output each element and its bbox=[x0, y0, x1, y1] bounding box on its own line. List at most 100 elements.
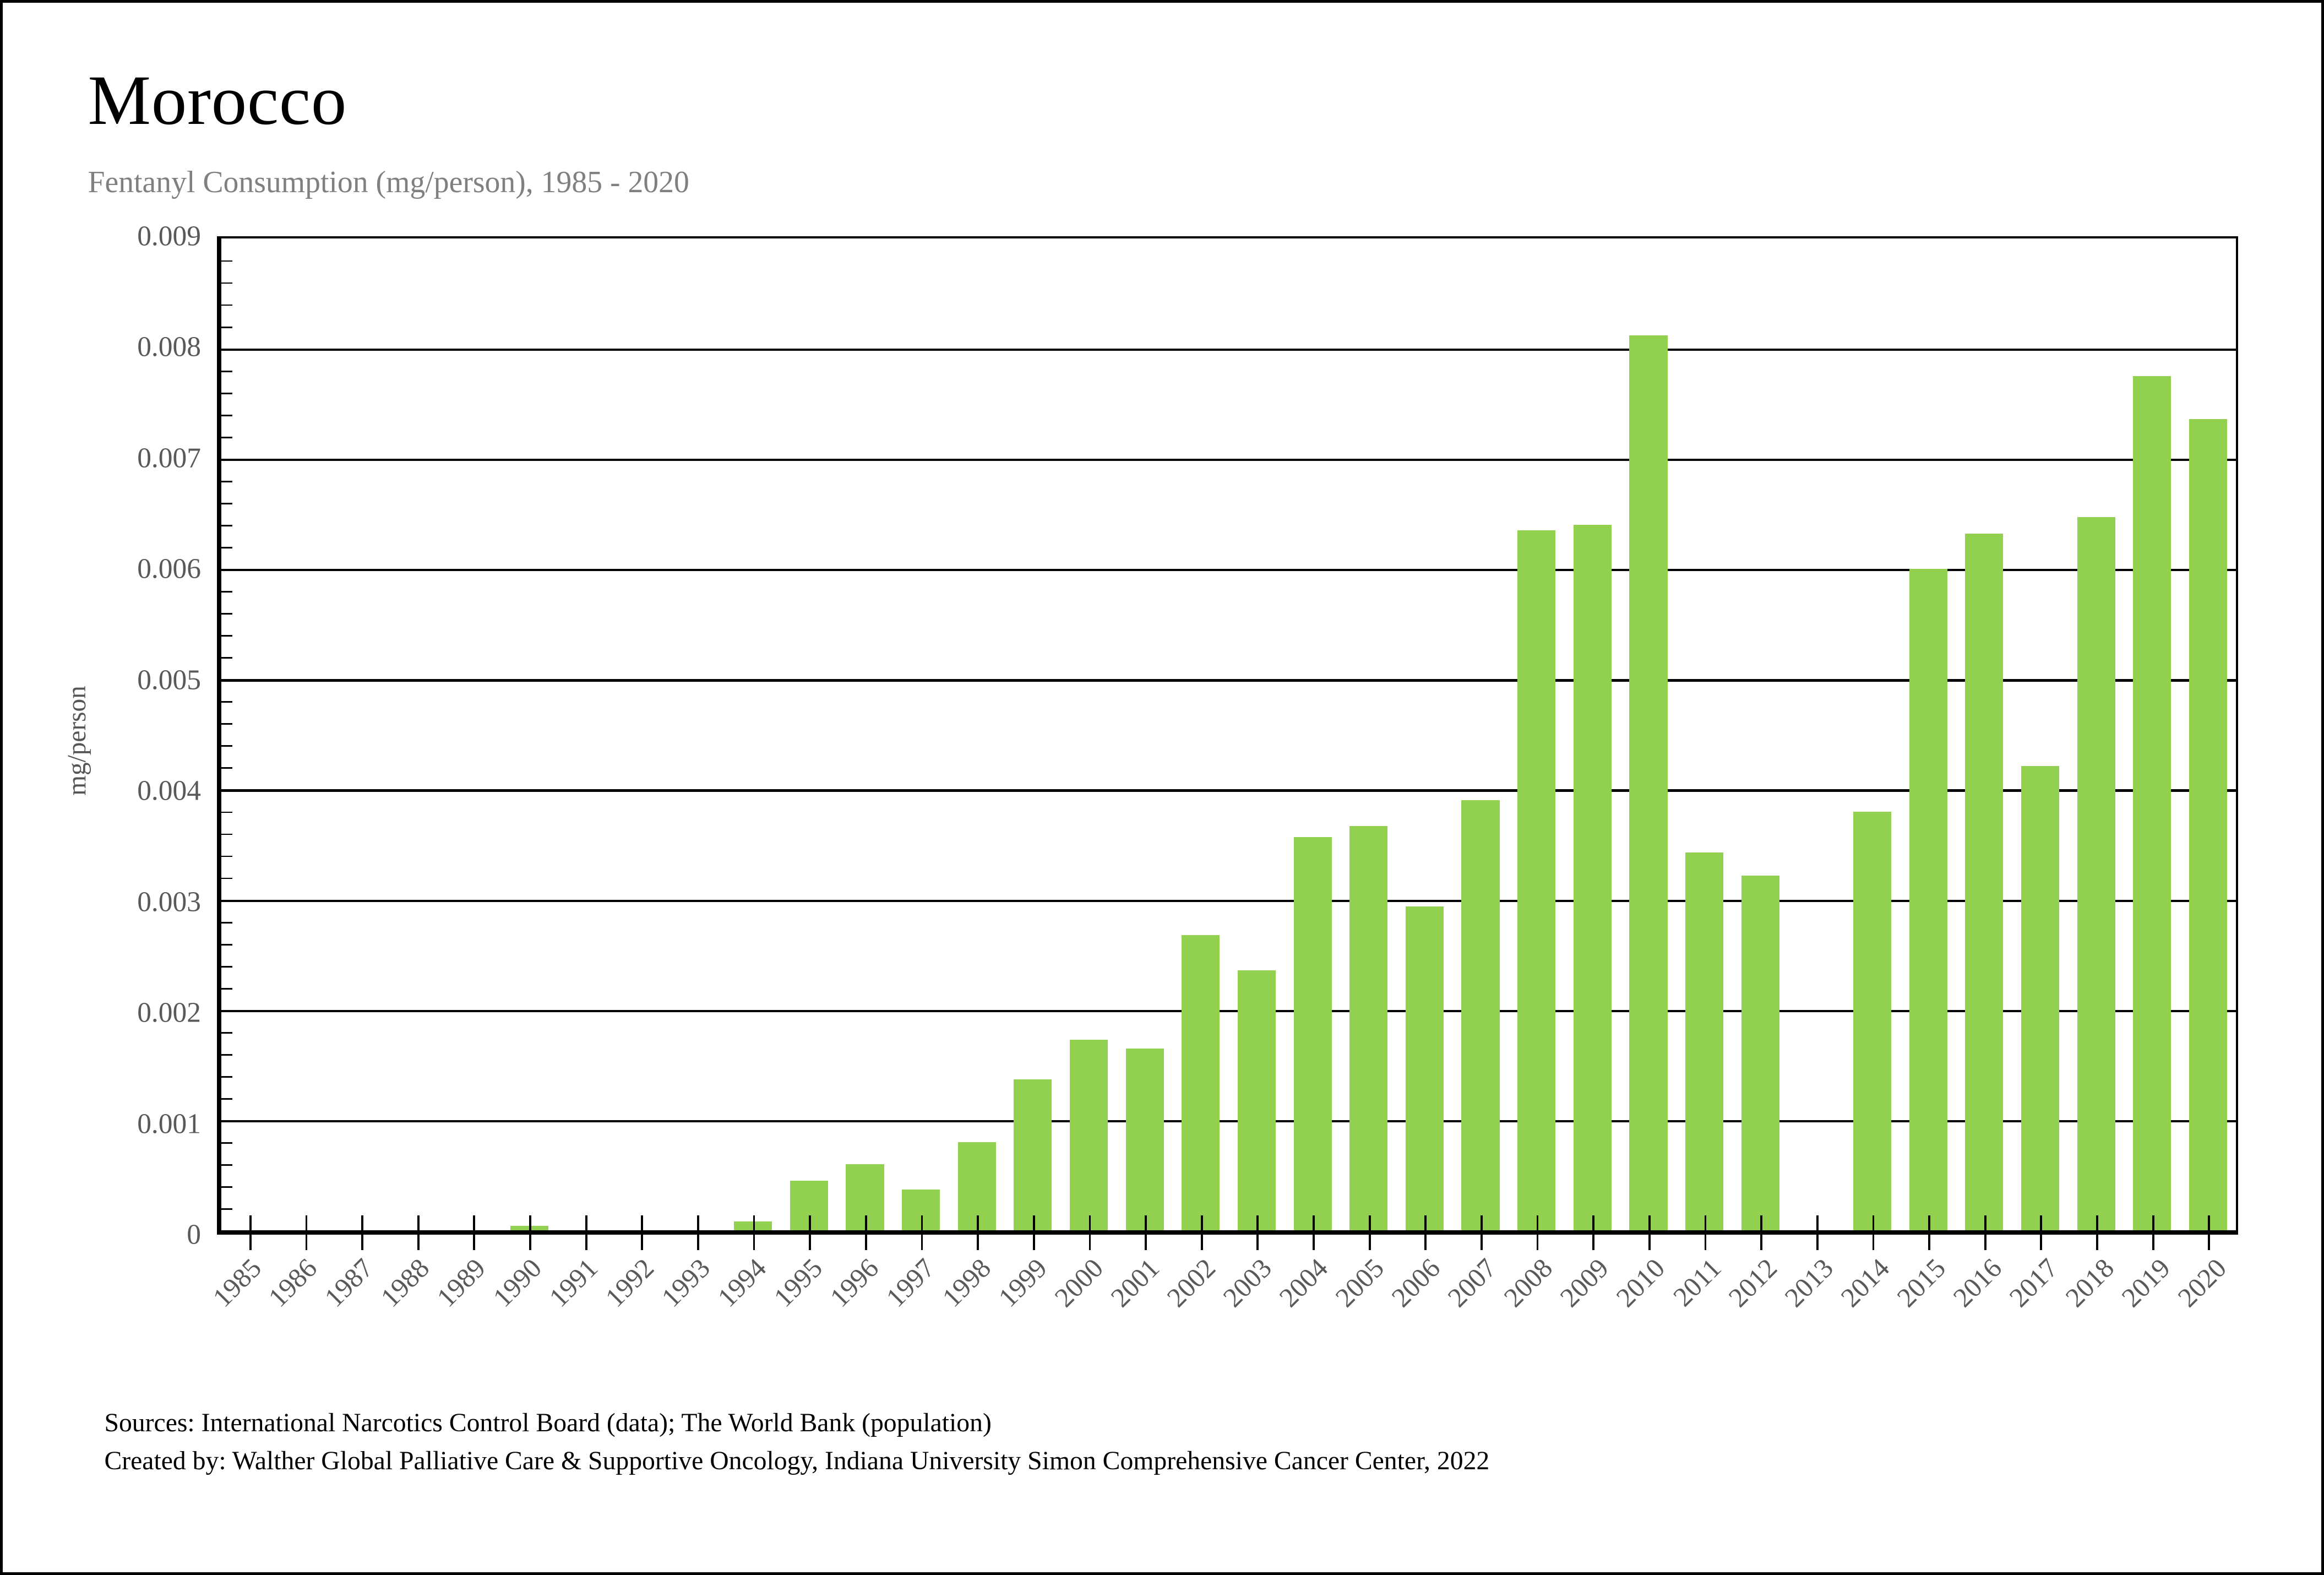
y-minor-tick bbox=[221, 392, 233, 394]
x-tick-label-1999: 1999 bbox=[993, 1252, 1053, 1313]
y-tick-label-0.006: 0.006 bbox=[137, 553, 202, 585]
x-tick-2014 bbox=[1872, 1215, 1875, 1250]
y-minor-tick bbox=[221, 591, 233, 593]
bar-2007 bbox=[1461, 800, 1500, 1231]
x-tick-label-1998: 1998 bbox=[937, 1252, 997, 1313]
x-tick-2015 bbox=[1928, 1215, 1930, 1250]
bar-2010 bbox=[1629, 335, 1668, 1231]
x-tick-label-1991: 1991 bbox=[543, 1252, 604, 1313]
x-tick-2013 bbox=[1816, 1215, 1819, 1250]
x-tick-label-1987: 1987 bbox=[319, 1252, 379, 1313]
bar-2005 bbox=[1349, 825, 1388, 1231]
y-minor-tick bbox=[221, 613, 233, 615]
x-tick-2017 bbox=[2040, 1215, 2043, 1250]
plot-area bbox=[217, 236, 2239, 1250]
x-tick-label-2000: 2000 bbox=[1049, 1252, 1109, 1313]
x-tick-2016 bbox=[1984, 1215, 1986, 1250]
bar-1990 bbox=[510, 1226, 548, 1231]
x-tick-2020 bbox=[2208, 1215, 2211, 1250]
bar-1997 bbox=[902, 1190, 940, 1231]
bar-2000 bbox=[1069, 1039, 1108, 1231]
gridline bbox=[221, 899, 2236, 902]
bar-2020 bbox=[2189, 419, 2227, 1231]
gridline bbox=[221, 458, 2236, 461]
y-tick-label-0.004: 0.004 bbox=[137, 775, 202, 807]
gridline bbox=[221, 1009, 2236, 1013]
y-minor-tick bbox=[221, 701, 233, 703]
y-minor-tick bbox=[221, 965, 233, 968]
x-tick-1996 bbox=[864, 1215, 867, 1250]
x-tick-label-2004: 2004 bbox=[1273, 1252, 1334, 1313]
bar-2017 bbox=[2021, 766, 2060, 1231]
y-tick-label-0.003: 0.003 bbox=[137, 886, 202, 918]
bar-2009 bbox=[1573, 525, 1612, 1231]
x-tick-label-2009: 2009 bbox=[1554, 1252, 1615, 1313]
gridline bbox=[221, 348, 2236, 351]
gridline bbox=[221, 569, 2236, 572]
y-minor-tick bbox=[221, 547, 233, 548]
gridline bbox=[221, 789, 2236, 792]
y-minor-tick bbox=[221, 1053, 233, 1056]
y-tick-label-0.001: 0.001 bbox=[137, 1108, 202, 1140]
x-tick-label-2016: 2016 bbox=[1947, 1252, 2007, 1313]
y-tick-label-0.005: 0.005 bbox=[137, 664, 202, 696]
x-tick-label-2019: 2019 bbox=[2115, 1252, 2176, 1313]
x-tick-2012 bbox=[1760, 1215, 1763, 1250]
gridline bbox=[221, 1120, 2236, 1123]
x-axis-tick-labels: 1985 1986 1987 1988 1989 1990 1991 1992 1993 1994… bbox=[206, 1235, 2238, 1360]
y-tick-label-0.007: 0.007 bbox=[137, 442, 202, 474]
y-tick-label-0: 0 bbox=[187, 1219, 202, 1251]
x-tick-2008 bbox=[1536, 1215, 1539, 1250]
x-tick-1985 bbox=[249, 1215, 252, 1250]
x-tick-label-2011: 2011 bbox=[1667, 1252, 1727, 1312]
x-tick-1986 bbox=[305, 1215, 308, 1250]
footer: Sources: International Narcotics Control… bbox=[104, 1404, 1489, 1480]
y-minor-tick bbox=[221, 657, 233, 659]
bar-2008 bbox=[1517, 530, 1556, 1231]
y-minor-tick bbox=[221, 525, 233, 526]
bar-2006 bbox=[1405, 906, 1444, 1231]
x-tick-label-1989: 1989 bbox=[431, 1252, 492, 1313]
y-minor-tick bbox=[221, 811, 233, 813]
x-tick-label-2010: 2010 bbox=[1610, 1252, 1671, 1313]
x-tick-2006 bbox=[1424, 1215, 1427, 1250]
x-tick-2002 bbox=[1200, 1215, 1203, 1250]
x-tick-2009 bbox=[1592, 1215, 1595, 1250]
y-minor-tick bbox=[221, 1208, 233, 1210]
x-tick-label-2005: 2005 bbox=[1329, 1252, 1390, 1313]
y-minor-tick bbox=[221, 987, 233, 990]
x-tick-1999 bbox=[1032, 1215, 1035, 1250]
x-tick-1989 bbox=[473, 1215, 476, 1250]
y-tick-label-0.009: 0.009 bbox=[137, 220, 202, 252]
y-minor-tick bbox=[221, 921, 233, 924]
x-tick-label-1994: 1994 bbox=[712, 1252, 772, 1313]
footer-created-by: Created by: Walther Global Palliative Ca… bbox=[104, 1447, 1490, 1476]
y-minor-tick bbox=[221, 480, 233, 482]
x-tick-label-2007: 2007 bbox=[1441, 1252, 1503, 1313]
x-tick-2019 bbox=[2152, 1215, 2154, 1250]
x-tick-2004 bbox=[1313, 1215, 1315, 1250]
bar-2012 bbox=[1741, 875, 1779, 1231]
chart-title: Morocco bbox=[88, 60, 347, 139]
y-minor-tick bbox=[221, 260, 233, 262]
y-minor-tick bbox=[221, 833, 233, 835]
y-minor-tick bbox=[221, 723, 233, 725]
x-tick-2018 bbox=[2096, 1215, 2098, 1250]
x-tick-label-2002: 2002 bbox=[1161, 1252, 1222, 1313]
y-minor-tick bbox=[221, 436, 233, 438]
bar-2004 bbox=[1293, 837, 1332, 1231]
x-tick-label-2013: 2013 bbox=[1778, 1252, 1839, 1313]
x-tick-1998 bbox=[977, 1215, 979, 1250]
x-tick-label-2006: 2006 bbox=[1385, 1252, 1446, 1313]
y-minor-tick bbox=[221, 877, 233, 879]
bar-1999 bbox=[1014, 1079, 1052, 1231]
x-tick-2005 bbox=[1368, 1215, 1371, 1250]
y-minor-tick bbox=[221, 943, 233, 946]
x-tick-1995 bbox=[809, 1215, 812, 1250]
y-tick-label-0.008: 0.008 bbox=[137, 331, 202, 363]
x-tick-label-1992: 1992 bbox=[600, 1252, 660, 1313]
y-minor-tick bbox=[221, 745, 233, 747]
y-minor-tick bbox=[221, 767, 233, 769]
x-tick-1990 bbox=[529, 1215, 531, 1250]
